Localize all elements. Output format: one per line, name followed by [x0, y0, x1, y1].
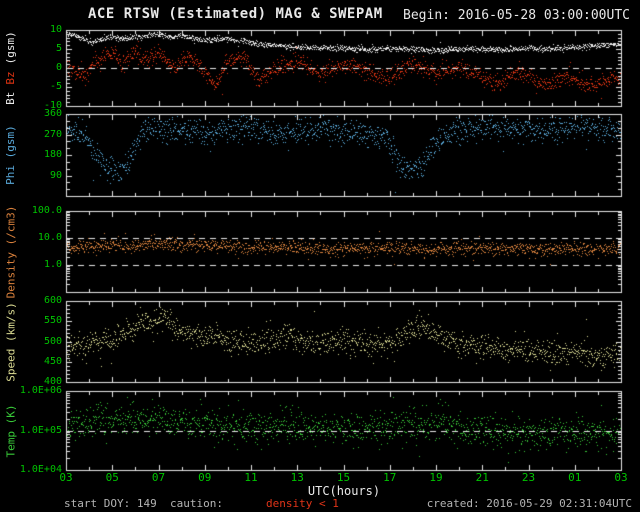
- footer-caution-label: caution:: [170, 497, 223, 510]
- plot-title: ACE RTSW (Estimated) MAG & SWEPAM: [88, 6, 383, 22]
- footer-start-doy: start DOY: 149: [64, 497, 157, 510]
- x-axis-title: UTC(hours): [307, 484, 381, 498]
- begin-timestamp: Begin: 2016-05-28 03:00:00UTC: [403, 8, 630, 23]
- footer-caution-value: density < 1: [266, 497, 339, 510]
- footer-created-timestamp: created: 2016-05-29 02:31:04UTC: [426, 497, 632, 510]
